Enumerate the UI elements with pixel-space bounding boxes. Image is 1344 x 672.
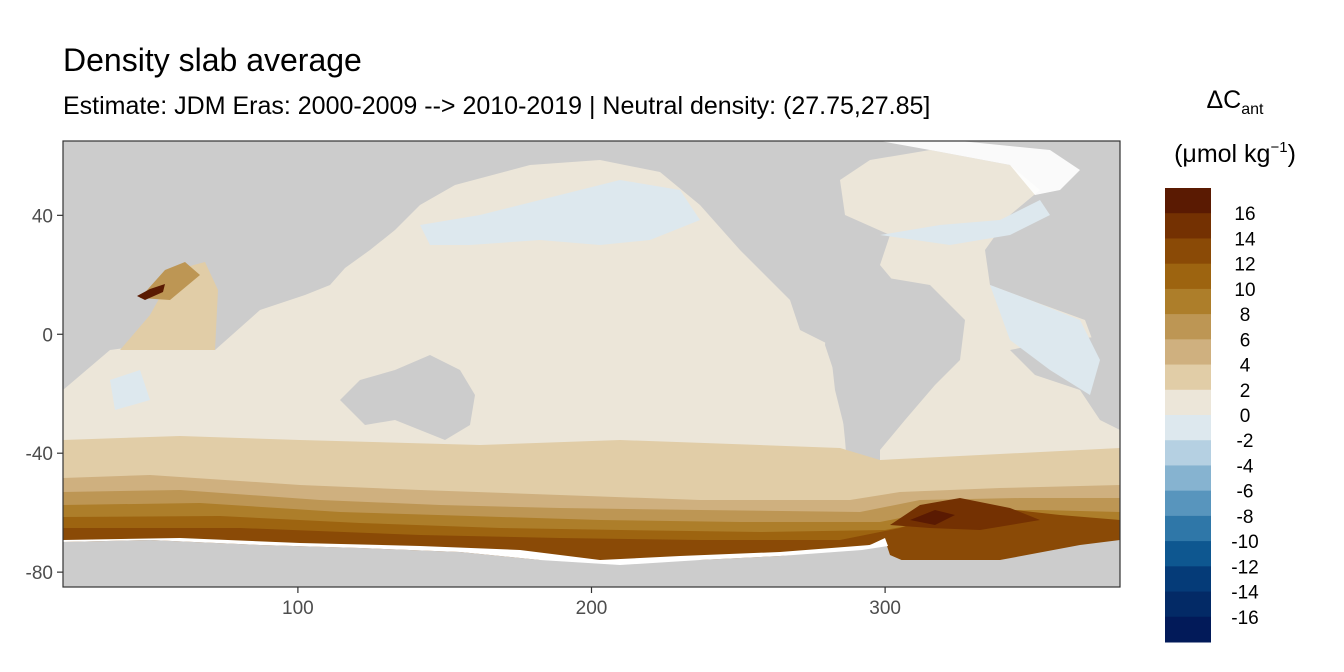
legend-label: -2 (1237, 431, 1254, 452)
legend-label: -4 (1237, 456, 1254, 477)
legend-unit-close: ) (1287, 140, 1296, 169)
arctic-no-data (880, 141, 1080, 195)
legend-label: 4 (1240, 356, 1251, 377)
y-tick-label: -80 (26, 563, 53, 584)
legend-swatch (1165, 263, 1211, 290)
legend-label: -8 (1237, 507, 1254, 528)
legend-swatch (1165, 364, 1211, 391)
ocean-arabian-sea (120, 262, 218, 350)
land-india (220, 240, 265, 315)
legend-label: -6 (1237, 482, 1254, 503)
legend-swatch (1165, 288, 1211, 315)
legend-swatch (1165, 339, 1211, 366)
legend-swatch (1165, 515, 1211, 542)
legend-label: 8 (1240, 305, 1251, 326)
legend-swatch (1165, 541, 1211, 567)
legend-title-subscript: ant (1241, 101, 1264, 118)
legend-title-symbol: ΔC (1206, 86, 1242, 114)
legend-label: 6 (1240, 330, 1251, 351)
legend-label: -12 (1231, 557, 1258, 578)
x-tick-label: 200 (576, 598, 608, 619)
legend-swatch (1165, 591, 1211, 618)
x-tick-label: 300 (869, 598, 901, 619)
y-tick-label: 0 (42, 325, 53, 346)
ocean-tropical-atlantic-negative (990, 285, 1100, 395)
legend-swatch (1165, 389, 1211, 416)
so-weddell-peak (910, 510, 955, 525)
legend-swatch (1165, 314, 1211, 340)
legend-unit-open: (μmol kg (1174, 140, 1271, 169)
legend-swatch (1165, 465, 1211, 492)
ocean-indo-pacific (63, 160, 850, 500)
legend-title: ΔCant (μmol kg−1) (1160, 86, 1310, 169)
legend-swatch (1165, 616, 1211, 643)
legend-label: -16 (1231, 608, 1258, 629)
legend-title-unit: (μmol kg−1) (1160, 139, 1310, 169)
legend-label: 14 (1234, 229, 1256, 250)
legend: 16 14 12 10 8 6 4 2 0 -2 -4 -6 -8 -10 -12 -14 -16 (1165, 188, 1259, 643)
legend-unit-sup: −1 (1270, 139, 1288, 157)
legend-label: 16 (1234, 204, 1255, 225)
legend-swatch (1165, 566, 1211, 593)
chart-subtitle: Estimate: JDM Eras: 2000-2009 --> 2010-2… (63, 92, 931, 120)
legend-swatch (1165, 440, 1211, 466)
legend-swatch (1165, 238, 1211, 265)
map-panel (63, 141, 1120, 587)
land-south-america (825, 275, 965, 500)
ocean-north-atlantic-negative (880, 200, 1050, 245)
legend-label: 2 (1240, 381, 1251, 402)
legend-label: 12 (1234, 255, 1255, 276)
legend-swatch (1165, 415, 1211, 441)
ocean-persian-gulf-outflow (137, 284, 165, 300)
legend-label: 10 (1234, 280, 1255, 301)
legend-swatch (1165, 213, 1211, 239)
antarctic-no-data-strip (63, 538, 888, 565)
land-antarctica (63, 540, 1120, 587)
legend-label: 0 (1240, 406, 1251, 427)
legend-label: -14 (1231, 583, 1259, 604)
legend-label: -10 (1231, 532, 1258, 553)
y-tick-label: 40 (32, 206, 53, 227)
ocean-west-indian-negative (110, 370, 150, 410)
land-australia (340, 355, 475, 440)
x-tick-label: 100 (282, 598, 314, 619)
legend-swatch (1165, 188, 1211, 214)
chart-title: Density slab average (63, 42, 362, 78)
ocean-north-pacific-negative (420, 180, 700, 245)
legend-swatch (1165, 490, 1211, 517)
y-tick-label: -40 (26, 444, 53, 465)
